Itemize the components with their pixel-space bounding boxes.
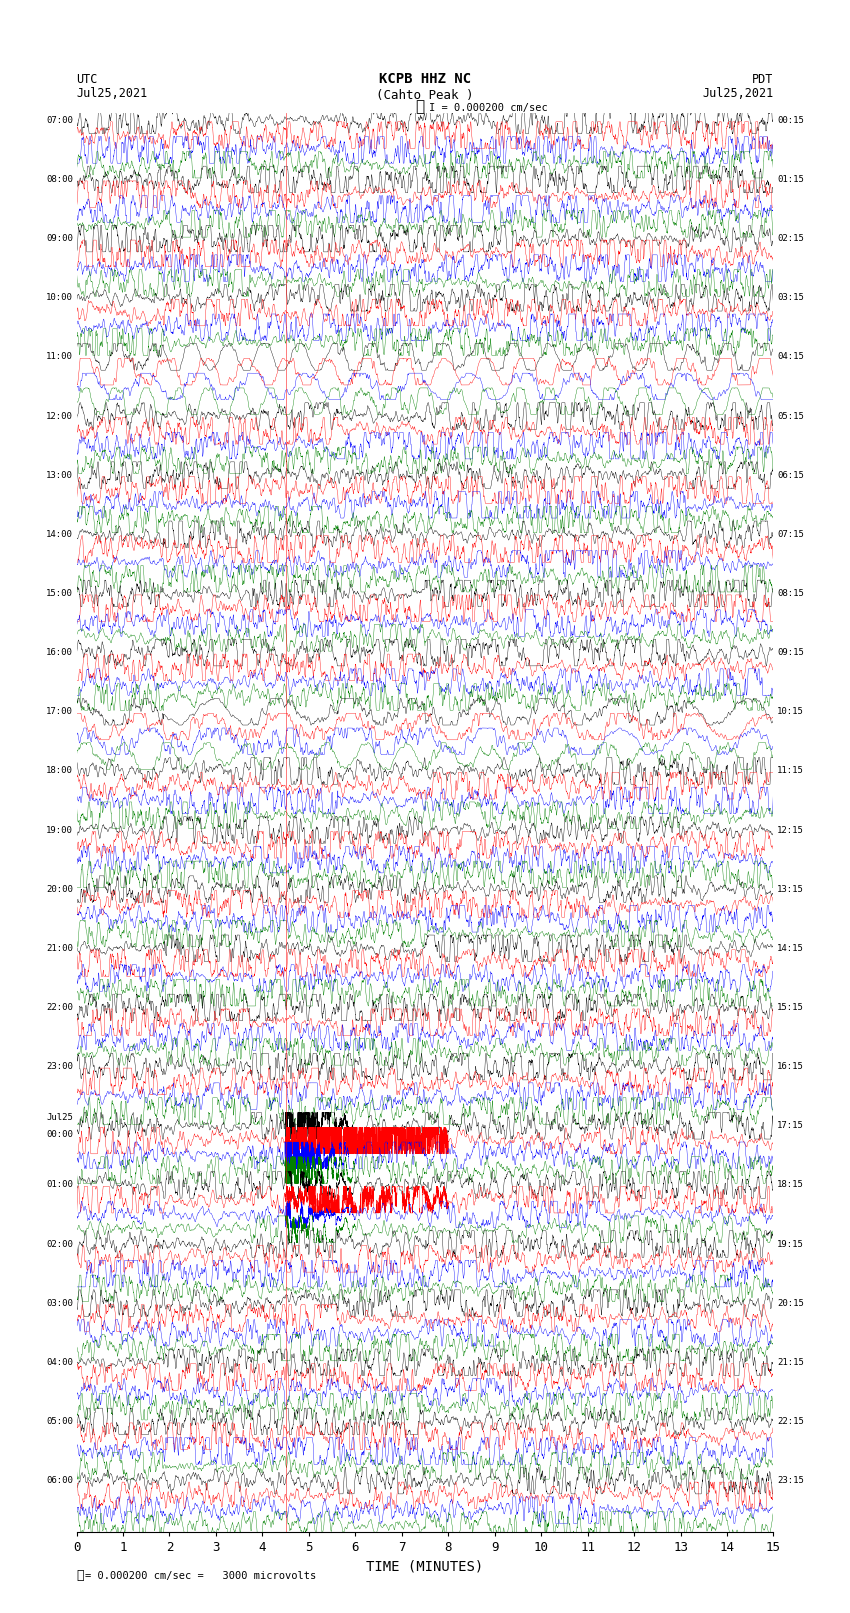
Text: 16:15: 16:15 [777, 1061, 804, 1071]
X-axis label: TIME (MINUTES): TIME (MINUTES) [366, 1560, 484, 1574]
Text: 21:15: 21:15 [777, 1358, 804, 1366]
Text: (Cahto Peak ): (Cahto Peak ) [377, 89, 473, 102]
Text: 11:15: 11:15 [777, 766, 804, 776]
Text: 07:00: 07:00 [46, 116, 73, 124]
Text: Jul25,2021: Jul25,2021 [702, 87, 774, 100]
Text: 06:15: 06:15 [777, 471, 804, 479]
Text: 22:00: 22:00 [46, 1003, 73, 1011]
Text: 13:15: 13:15 [777, 884, 804, 894]
Text: 09:00: 09:00 [46, 234, 73, 244]
Text: ⎹: ⎹ [416, 100, 424, 115]
Text: 04:15: 04:15 [777, 352, 804, 361]
Text: 03:00: 03:00 [46, 1298, 73, 1308]
Text: 21:00: 21:00 [46, 944, 73, 953]
Text: 00:15: 00:15 [777, 116, 804, 124]
Text: = 0.000200 cm/sec =   3000 microvolts: = 0.000200 cm/sec = 3000 microvolts [85, 1571, 316, 1581]
Text: 06:00: 06:00 [46, 1476, 73, 1486]
Text: 03:15: 03:15 [777, 294, 804, 302]
Text: PDT: PDT [752, 73, 774, 85]
Text: 02:15: 02:15 [777, 234, 804, 244]
Text: 23:00: 23:00 [46, 1061, 73, 1071]
Text: 12:15: 12:15 [777, 826, 804, 834]
Text: 00:00: 00:00 [46, 1129, 73, 1139]
Text: 14:00: 14:00 [46, 529, 73, 539]
Text: 17:15: 17:15 [777, 1121, 804, 1131]
Text: 13:00: 13:00 [46, 471, 73, 479]
Text: 15:15: 15:15 [777, 1003, 804, 1011]
Text: Jul25,2021: Jul25,2021 [76, 87, 148, 100]
Text: 08:15: 08:15 [777, 589, 804, 598]
Text: 05:15: 05:15 [777, 411, 804, 421]
Text: KCPB HHZ NC: KCPB HHZ NC [379, 73, 471, 85]
Text: ⎹: ⎹ [76, 1569, 84, 1582]
Text: 22:15: 22:15 [777, 1416, 804, 1426]
Text: 18:00: 18:00 [46, 766, 73, 776]
Text: 02:00: 02:00 [46, 1239, 73, 1248]
Text: 23:15: 23:15 [777, 1476, 804, 1486]
Text: 17:00: 17:00 [46, 706, 73, 716]
Text: 07:15: 07:15 [777, 529, 804, 539]
Text: Jul25: Jul25 [46, 1113, 73, 1121]
Text: 11:00: 11:00 [46, 352, 73, 361]
Text: 01:00: 01:00 [46, 1181, 73, 1189]
Text: 18:15: 18:15 [777, 1181, 804, 1189]
Text: 10:00: 10:00 [46, 294, 73, 302]
Text: 20:00: 20:00 [46, 884, 73, 894]
Text: 19:00: 19:00 [46, 826, 73, 834]
Text: 14:15: 14:15 [777, 944, 804, 953]
Text: 10:15: 10:15 [777, 706, 804, 716]
Text: 01:15: 01:15 [777, 174, 804, 184]
Text: UTC: UTC [76, 73, 98, 85]
Text: 04:00: 04:00 [46, 1358, 73, 1366]
Text: 15:00: 15:00 [46, 589, 73, 598]
Text: 05:00: 05:00 [46, 1416, 73, 1426]
Text: 16:00: 16:00 [46, 648, 73, 656]
Text: 09:15: 09:15 [777, 648, 804, 656]
Text: 08:00: 08:00 [46, 174, 73, 184]
Text: 20:15: 20:15 [777, 1298, 804, 1308]
Text: I = 0.000200 cm/sec: I = 0.000200 cm/sec [429, 103, 548, 113]
Text: 19:15: 19:15 [777, 1239, 804, 1248]
Text: 12:00: 12:00 [46, 411, 73, 421]
